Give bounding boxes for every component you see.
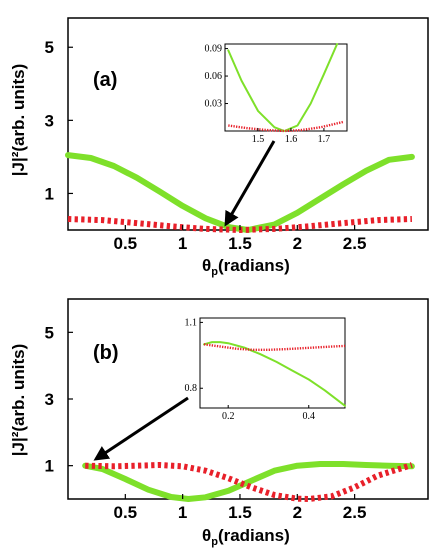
panel-a-series-solid (65, 152, 415, 233)
panel-a-xtick-label: 1.5 (228, 234, 252, 253)
panel-a: (a) 0.5 1 1.5 2 2.5 1 3 5 |J|²(arb. units) θp(… (9, 17, 429, 278)
panel-a-inset-xtick-label: 1.5 (252, 134, 265, 145)
panel-a-xlabel-theta: θ (202, 256, 211, 275)
panel-b-inset-plot (203, 341, 346, 407)
panel-a-xtick-label: 1 (178, 234, 187, 253)
panel-a-ylabel: |J|²(arb. units) (9, 64, 28, 176)
panel-b-ytick-label: 1 (45, 457, 54, 476)
panel-b-inset-xtick-label: 0.2 (222, 411, 235, 422)
panel-b-ytick-label: 3 (45, 390, 54, 409)
panel-b-xtick-label: 2 (293, 503, 302, 522)
panel-b-xlabel-rest: (radians) (218, 526, 290, 545)
panel-a-ytick-label: 3 (45, 111, 54, 130)
panel-a-inset-ytick-label: 0.06 (205, 71, 223, 82)
panel-b-xtick-label: 2.5 (343, 503, 367, 522)
panel-a-ytick-label: 1 (45, 184, 54, 203)
panel-a-inset-ticks: 1.5 1.6 1.7 0.03 0.06 0.09 (205, 44, 331, 145)
panel-b-xtick-label: 1 (178, 503, 187, 522)
panel-b-inset-series-solid (203, 341, 346, 407)
panel-b-inset-ytick-label: 0.8 (185, 383, 198, 394)
panel-a-inset-ytick-label: 0.09 (205, 44, 223, 55)
panel-a-xlabel-sub: p (211, 266, 218, 278)
panel-a-xtick-label: 2.5 (343, 234, 367, 253)
panel-b-inset-xtick-label: 0.4 (303, 411, 316, 422)
panel-a-inset-xtick-label: 1.6 (285, 134, 298, 145)
panel-a-yticks: 1 3 5 (45, 38, 73, 203)
panel-b-xlabel: θp(radians) (202, 526, 290, 548)
panel-a-xtick-label: 0.5 (114, 234, 138, 253)
panel-b-xtick-label: 1.5 (228, 503, 252, 522)
panel-a-ytick-label: 5 (45, 38, 54, 57)
panel-a-inset-plot (227, 43, 344, 133)
panel-b-inset-ticks: 0.2 0.4 0.8 1.1 (185, 317, 316, 422)
panel-b-label: (b) (93, 342, 119, 364)
panel-b-inset-ytick-label: 1.1 (185, 317, 198, 328)
panel-a-xtick-label: 2 (293, 234, 302, 253)
panel-b-xtick-label: 0.5 (114, 503, 138, 522)
panel-b-yticks: 1 3 5 (45, 323, 73, 476)
panel-b-xlabel-theta: θ (202, 526, 211, 545)
panel-b-series-solid (82, 461, 415, 502)
panel-a-inset-ytick-label: 0.03 (205, 99, 223, 110)
panel-b-inset-frame (199, 317, 346, 409)
panel-a-xlabel: θp(radians) (202, 256, 290, 278)
panel-b-ytick-label: 5 (45, 323, 54, 342)
panel-a-inset-xtick-label: 1.7 (318, 134, 331, 145)
panel-a-plot (65, 152, 415, 233)
panel-b-inset-series-dotted (203, 343, 346, 351)
panel-a-arrow (224, 140, 276, 227)
panel-b-xlabel-sub: p (211, 536, 218, 548)
panel-b-ylabel: |J|²(arb. units) (9, 344, 28, 456)
panel-a-inset-series-solid (227, 43, 339, 132)
panel-b-arrow (93, 396, 189, 461)
panel-b: (b) 0.5 1 1.5 2 2.5 1 3 5 |J|²(arb. units) θp(… (9, 298, 429, 548)
panel-a-label: (a) (93, 69, 117, 91)
panel-b-xticks: 0.5 1 1.5 2 2.5 (114, 494, 367, 522)
panel-a-inset-frame (224, 43, 348, 132)
panel-b-plot (82, 461, 415, 502)
panel-a-xlabel-rest: (radians) (218, 256, 290, 275)
panel-a-xticks: 0.5 1 1.5 2 2.5 (114, 225, 367, 253)
